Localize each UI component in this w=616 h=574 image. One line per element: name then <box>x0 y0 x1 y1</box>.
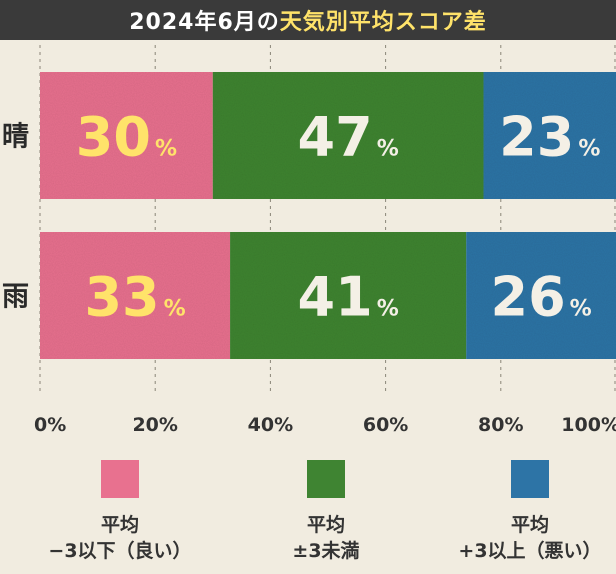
chart-title-part1: 2024年6月の <box>129 10 280 35</box>
x-tick-label: 20% <box>132 414 177 436</box>
legend-label-good-line1: 平均 <box>100 514 139 536</box>
chart-title: 2024年6月の 天気別平均スコア差 <box>0 0 616 40</box>
legend-swatch-bad <box>511 460 549 498</box>
legend-label-neutral-line2: ±3未満 <box>292 540 360 562</box>
chart-legend: 平均 −3以下（良い） 平均 ±3未満 平均 +3以上（悪い） <box>0 460 616 574</box>
bar-value-label: 23% <box>499 106 600 169</box>
legend-item-bad: 平均 +3以上（悪い） <box>430 460 616 564</box>
bar-segment <box>230 232 467 359</box>
bar-segment <box>212 72 484 199</box>
y-category-label: 雨 <box>2 282 29 313</box>
bar-value-label: 30% <box>76 106 177 169</box>
x-tick-label: 100% <box>561 414 616 436</box>
bar-segment <box>40 232 231 359</box>
legend-item-good: 平均 −3以下（良い） <box>20 460 220 564</box>
chart-title-part2: 天気別平均スコア差 <box>279 10 487 35</box>
x-tick-label: 80% <box>478 414 523 436</box>
bar-value-label: 47% <box>298 106 399 169</box>
legend-swatch-good <box>101 460 139 498</box>
legend-label-neutral-line1: 平均 <box>306 514 345 536</box>
legend-label-bad-line1: 平均 <box>510 514 549 536</box>
bar-value-label: 33% <box>84 266 185 329</box>
y-category-label: 晴 <box>2 122 29 153</box>
x-tick-label: 40% <box>248 414 293 436</box>
x-tick-label: 0% <box>34 414 66 436</box>
bar-segment <box>466 232 616 359</box>
legend-label-good-line2: −3以下（良い） <box>48 540 192 562</box>
bar-value-label: 26% <box>491 266 592 329</box>
bar-segment <box>483 72 616 199</box>
bar-segment <box>40 72 213 199</box>
x-tick-label: 60% <box>363 414 408 436</box>
legend-swatch-neutral <box>307 460 345 498</box>
legend-label-bad-line2: +3以上（悪い） <box>458 540 602 562</box>
bar-value-label: 41% <box>298 266 399 329</box>
stacked-bar-chart: 30% 47% 23 % 33% 41% 26% 0% 20% 40% 60% 80% 100% 晴雨 <box>2 45 616 436</box>
legend-item-neutral: 平均 ±3未満 <box>226 460 426 564</box>
